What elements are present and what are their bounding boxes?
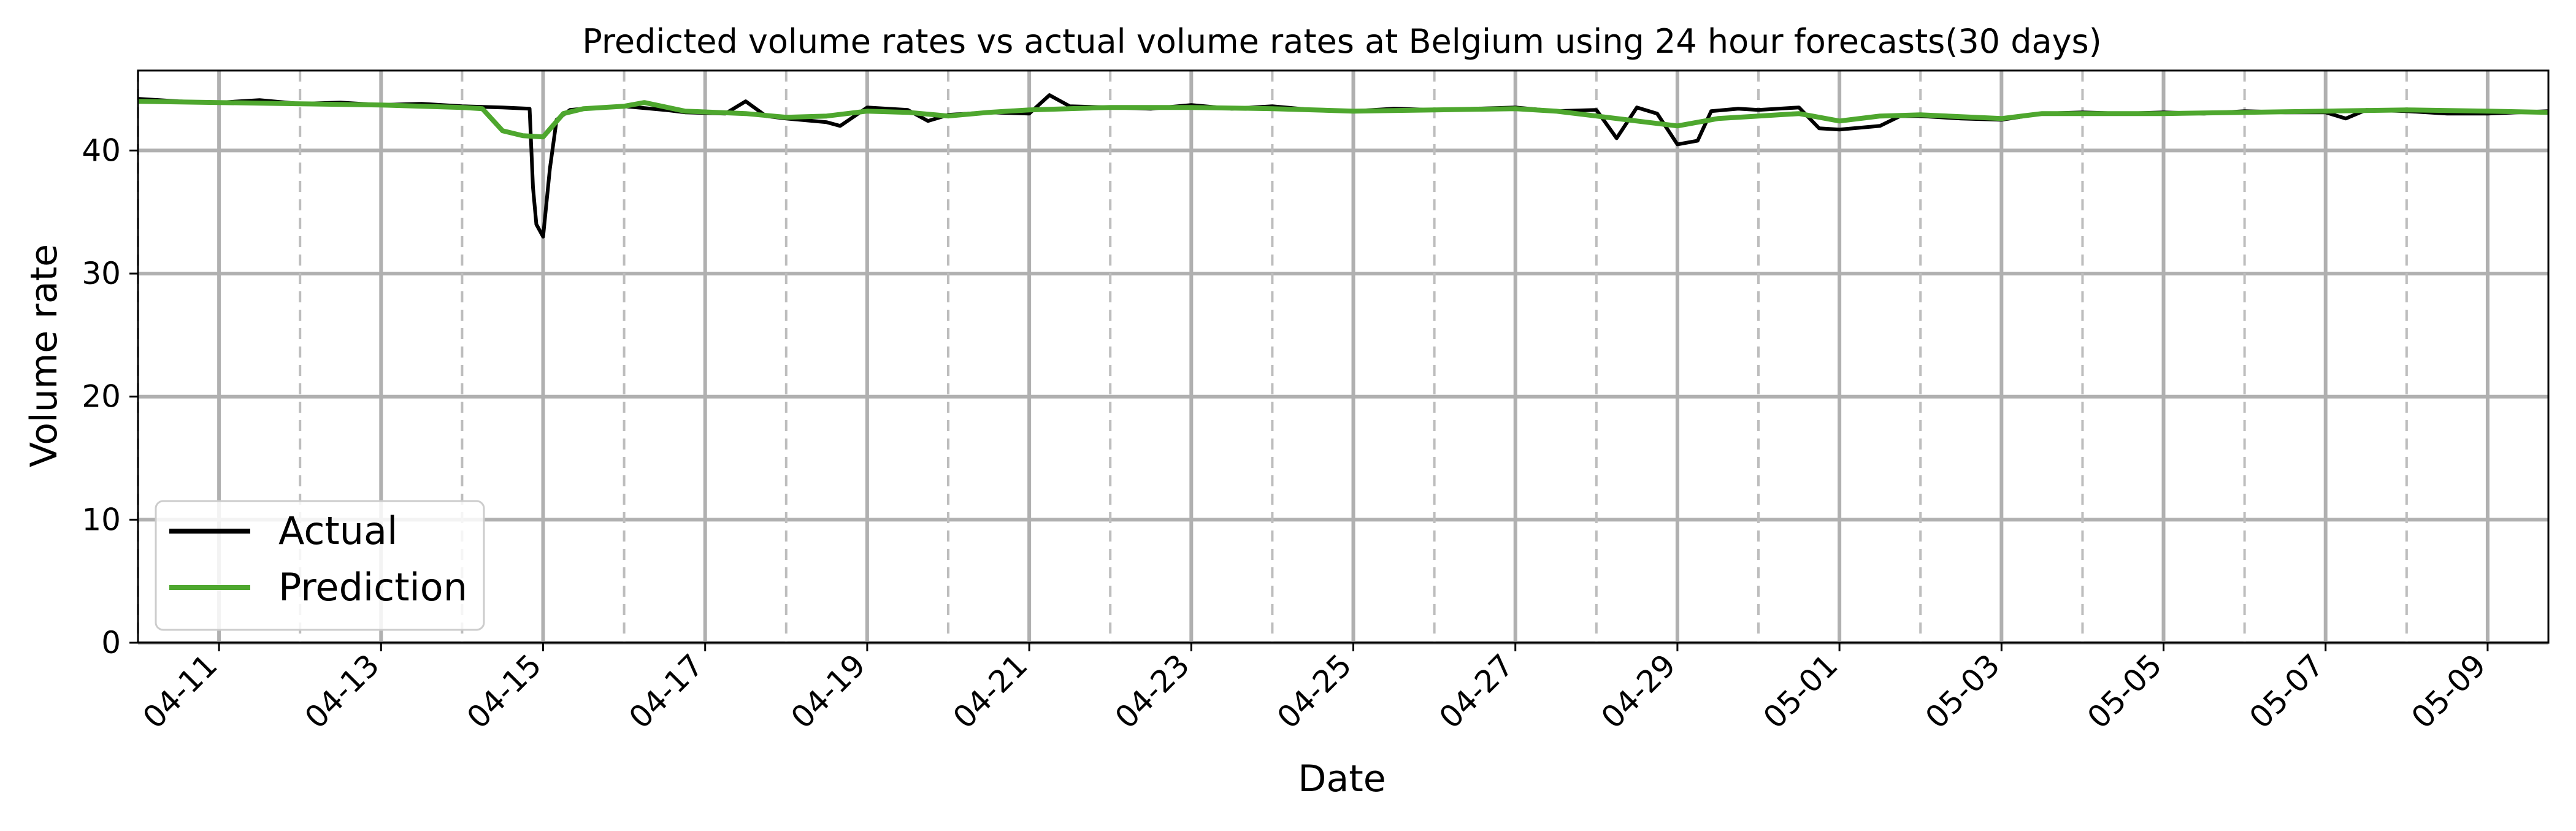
series-group <box>137 93 2549 239</box>
y-axis-label: Volume rate <box>23 244 66 467</box>
y-tick-label: 30 <box>82 256 121 291</box>
series-line-prediction <box>137 99 2549 140</box>
y-tick-label: 10 <box>82 502 121 537</box>
y-tick-label: 0 <box>101 625 121 661</box>
x-axis-label: Date <box>1298 757 1386 800</box>
legend-label-actual: Actual <box>278 508 397 553</box>
legend-label-prediction: Prediction <box>278 565 467 610</box>
legend: Actual Prediction <box>155 500 485 631</box>
plot-area-border <box>137 69 2550 644</box>
chart-title: Predicted volume rates vs actual volume … <box>582 22 2101 61</box>
y-tick-label: 20 <box>82 379 121 415</box>
y-tick-label: 40 <box>82 132 121 168</box>
